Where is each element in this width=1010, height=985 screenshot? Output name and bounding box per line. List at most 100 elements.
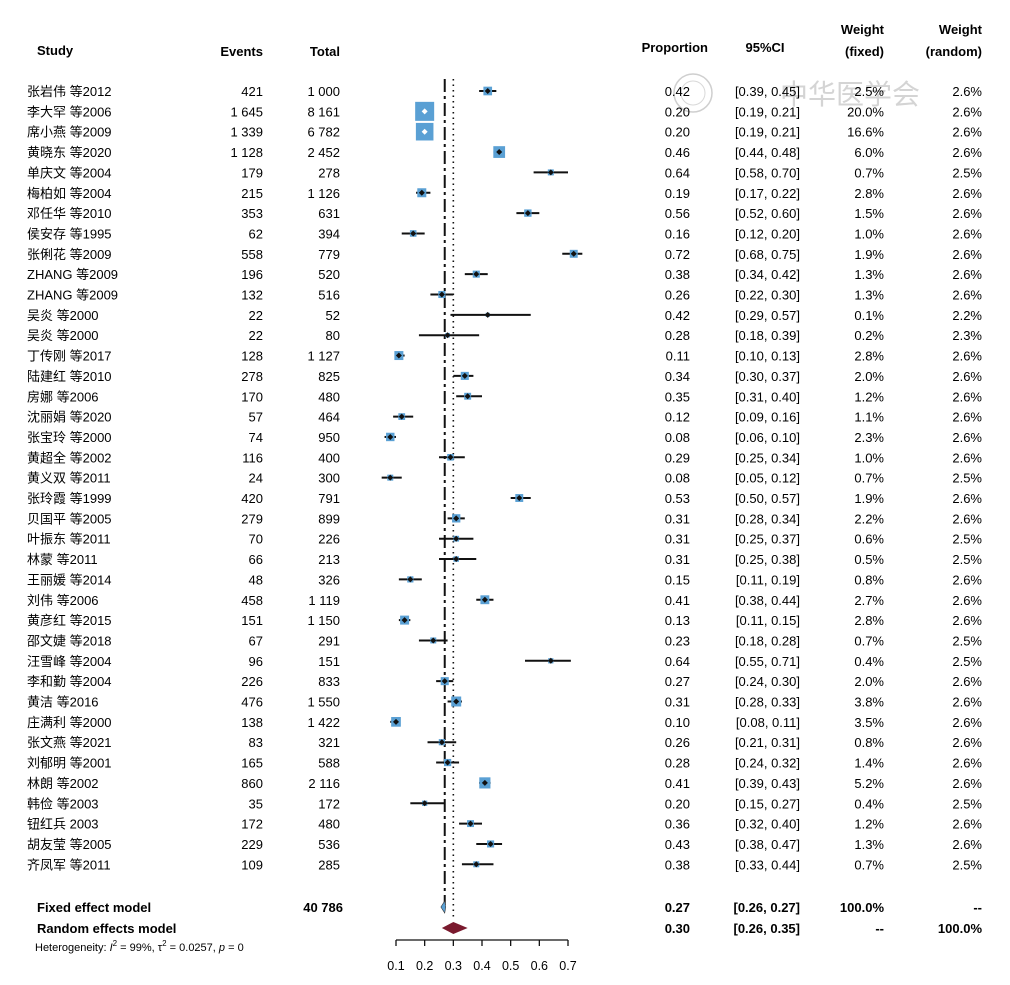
point-estimate	[421, 800, 428, 807]
weight-fixed-value: 1.3%	[854, 267, 884, 282]
header-weight-fixed: Weight	[841, 22, 885, 37]
weight-fixed-value: 0.5%	[854, 552, 884, 567]
events-value: 558	[241, 247, 263, 262]
ci-value: [0.38, 0.47]	[735, 837, 800, 852]
weight-random-value: 2.6%	[952, 104, 982, 119]
axis-tick-label: 0.3	[445, 959, 462, 973]
study-label: 梅柏如 等2004	[27, 186, 112, 201]
study-label: 黄晓东 等2020	[27, 145, 112, 160]
weight-random-value: 2.6%	[952, 186, 982, 201]
study-row: 沈丽娟 等2020 57 464 0.12 [0.09, 0.16] 1.1% 2.6%	[27, 410, 982, 425]
events-value: 24	[249, 471, 263, 486]
study-rows: 张岩伟 等2012 421 1 000 0.42 [0.39, 0.45] 2.5% 2.6…	[27, 84, 982, 872]
weight-fixed-value: 0.6%	[854, 532, 884, 547]
total-value: 464	[318, 410, 340, 425]
axis-tick-label: 0.5	[502, 959, 519, 973]
proportion-value: 0.34	[665, 369, 690, 384]
weight-fixed-value: 1.0%	[854, 450, 884, 465]
weight-random-value: 2.2%	[952, 308, 982, 323]
ci-value: [0.19, 0.21]	[735, 104, 800, 119]
heterogeneity-superscript: 2	[162, 939, 167, 948]
weight-fixed-value: 0.4%	[854, 796, 884, 811]
study-label: 席小燕 等2009	[27, 125, 112, 140]
study-label: 齐凤军 等2011	[27, 857, 111, 872]
fixed-ci-value: [0.26, 0.27]	[734, 900, 801, 915]
study-label: 单庆文 等2004	[27, 165, 112, 180]
events-value: 48	[249, 572, 263, 587]
ci-value: [0.10, 0.13]	[735, 349, 800, 364]
weight-random-value: 2.6%	[952, 817, 982, 832]
study-row: 刘伟 等2006 458 1 119 0.41 [0.38, 0.44] 2.7% 2.6%	[27, 593, 982, 608]
point-estimate	[453, 556, 460, 563]
proportion-value: 0.31	[665, 695, 690, 710]
weight-random-value: 2.6%	[952, 288, 982, 303]
heterogeneity-tau2-value: = 0.0257,	[167, 942, 219, 954]
weight-random-value: 2.6%	[952, 84, 982, 99]
weight-fixed-value: 1.2%	[854, 817, 884, 832]
total-value: 1 422	[307, 715, 340, 730]
header-weight-random: Weight	[939, 22, 983, 37]
ci-value: [0.18, 0.39]	[735, 328, 800, 343]
point-estimate	[547, 657, 554, 664]
weight-fixed-value: 5.2%	[854, 776, 884, 791]
events-value: 1 339	[230, 125, 263, 140]
study-row: 叶振东 等2011 70 226 0.31 [0.25, 0.37] 0.6% 2.5%	[27, 532, 982, 547]
events-value: 172	[241, 817, 263, 832]
events-value: 229	[241, 837, 263, 852]
ci-value: [0.25, 0.37]	[735, 532, 800, 547]
study-label: 沈丽娟 等2020	[27, 410, 112, 425]
total-value: 1 127	[307, 349, 340, 364]
study-label: 钮红兵 2003	[27, 817, 99, 832]
weight-random-value: 2.6%	[952, 613, 982, 628]
watermark: 中华医学会	[673, 73, 920, 113]
point-estimate	[524, 210, 531, 217]
ci-value: [0.58, 0.70]	[735, 165, 800, 180]
header-weight-random-sub: (random)	[926, 44, 982, 59]
study-label: 刘伟 等2006	[27, 593, 99, 608]
ci-value: [0.29, 0.57]	[735, 308, 800, 323]
random-effects-label: Random effects model	[37, 921, 176, 936]
fixed-weight-random-value: --	[973, 900, 982, 915]
total-value: 52	[326, 308, 340, 323]
x-axis: 0.1 0.2 0.3 0.4 0.5 0.6 0.7	[387, 939, 577, 973]
point-estimate	[570, 250, 577, 257]
study-label: 邵文婕 等2018	[27, 633, 112, 648]
proportion-value: 0.20	[665, 104, 690, 119]
heterogeneity: Heterogeneity: I2 = 99%, τ2 = 0.0257, p …	[35, 939, 244, 954]
ci-value: [0.22, 0.30]	[735, 288, 800, 303]
weight-fixed-value: 0.2%	[854, 328, 884, 343]
heterogeneity-prefix: Heterogeneity:	[35, 942, 110, 954]
study-label: 黄超全 等2002	[27, 450, 112, 465]
proportion-value: 0.31	[665, 511, 690, 526]
weight-random-value: 2.6%	[952, 572, 982, 587]
ci-value: [0.52, 0.60]	[735, 206, 800, 221]
ci-value: [0.24, 0.30]	[735, 674, 800, 689]
proportion-value: 0.56	[665, 206, 690, 221]
proportion-value: 0.28	[665, 328, 690, 343]
study-label: 林朗 等2002	[27, 776, 99, 791]
point-estimate	[444, 332, 451, 339]
point-estimate	[410, 230, 417, 237]
weight-random-value: 2.5%	[952, 165, 982, 180]
ci-value: [0.09, 0.16]	[735, 410, 800, 425]
fixed-effect-label: Fixed effect model	[37, 900, 151, 915]
total-value: 825	[318, 369, 340, 384]
random-weight-random-value: 100.0%	[938, 921, 983, 936]
weight-fixed-value: 0.1%	[854, 308, 884, 323]
ci-value: [0.18, 0.28]	[735, 633, 800, 648]
ci-value: [0.50, 0.57]	[735, 491, 800, 506]
study-label: 丁传刚 等2017	[27, 349, 112, 364]
proportion-value: 0.31	[665, 552, 690, 567]
heterogeneity-text: Heterogeneity: I2 = 99%, τ2 = 0.0257, p …	[35, 939, 244, 954]
events-value: 226	[241, 674, 263, 689]
axis-tick-label: 0.7	[559, 959, 576, 973]
total-value: 226	[318, 532, 340, 547]
total-value: 899	[318, 511, 340, 526]
proportion-value: 0.11	[666, 349, 690, 364]
study-row: 丁传刚 等2017 128 1 127 0.11 [0.10, 0.13] 2.8% 2.6…	[27, 349, 982, 364]
point-estimate	[461, 372, 468, 379]
total-value: 833	[318, 674, 340, 689]
study-label: 黄洁 等2016	[27, 695, 99, 710]
weight-fixed-value: 1.2%	[854, 389, 884, 404]
study-row: 黄晓东 等2020 1 128 2 452 0.46 [0.44, 0.48] 6.0% 2…	[27, 145, 982, 160]
